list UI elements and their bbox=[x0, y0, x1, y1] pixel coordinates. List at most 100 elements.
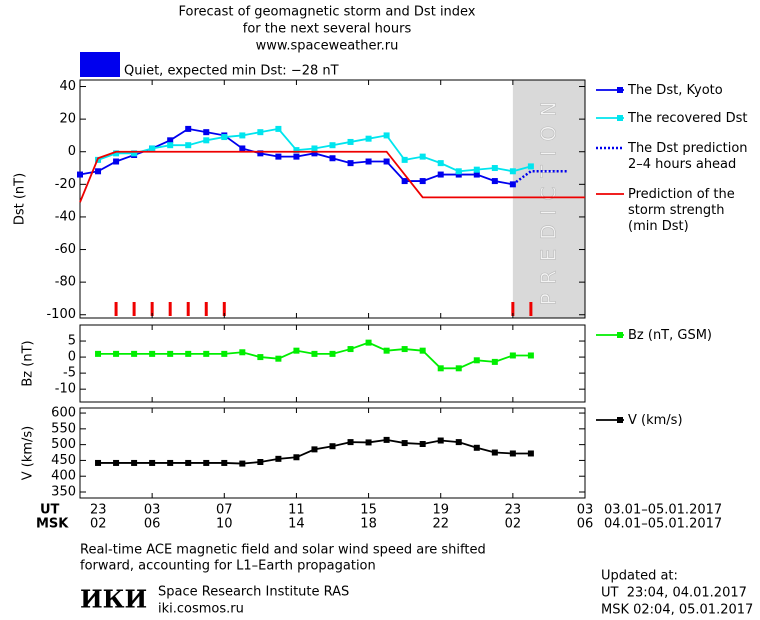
data-point bbox=[419, 153, 426, 160]
data-point bbox=[401, 156, 408, 163]
data-point bbox=[365, 439, 372, 446]
data-point bbox=[401, 346, 408, 353]
data-point bbox=[455, 439, 462, 446]
x-tick-label: 23 bbox=[90, 503, 107, 518]
data-point bbox=[203, 129, 210, 136]
x-tick-label: 07 bbox=[216, 503, 233, 518]
data-point bbox=[347, 439, 354, 446]
data-point bbox=[437, 160, 444, 167]
data-point bbox=[455, 171, 462, 178]
x-tick-label: 14 bbox=[288, 517, 305, 532]
data-point bbox=[311, 150, 318, 157]
x-tick-label: 10 bbox=[216, 517, 233, 532]
data-point bbox=[419, 441, 426, 447]
data-point bbox=[95, 459, 102, 466]
data-point bbox=[491, 165, 498, 172]
data-point bbox=[437, 437, 444, 444]
footnote: forward, accounting for L1–Earth propaga… bbox=[80, 559, 376, 574]
y-tick-label: 550 bbox=[51, 421, 76, 436]
x-range-label: 04.01–05.01.2017 bbox=[604, 517, 722, 532]
y-tick-label: -20 bbox=[55, 177, 76, 192]
x-tick-label: 11 bbox=[288, 503, 305, 518]
data-point bbox=[311, 446, 318, 453]
data-point bbox=[257, 129, 264, 136]
y-tick-label: 450 bbox=[51, 453, 76, 468]
data-point bbox=[293, 153, 300, 160]
y-tick-label: 500 bbox=[51, 437, 76, 452]
data-point bbox=[95, 168, 102, 175]
legend-label: V (km/s) bbox=[628, 413, 683, 428]
data-point bbox=[347, 346, 354, 353]
data-point bbox=[293, 347, 300, 354]
x-tick-label: 19 bbox=[432, 503, 449, 518]
data-point bbox=[329, 155, 336, 162]
data-point bbox=[221, 134, 228, 141]
data-point bbox=[113, 459, 120, 466]
x-tick-label: 15 bbox=[360, 503, 377, 518]
y-tick-label: 400 bbox=[51, 469, 76, 484]
data-point bbox=[365, 339, 372, 346]
y-tick-label: 5 bbox=[68, 334, 76, 349]
data-point bbox=[401, 178, 408, 185]
data-point bbox=[167, 142, 174, 149]
data-point bbox=[203, 459, 210, 466]
data-point bbox=[239, 460, 246, 467]
y-tick-label: -40 bbox=[55, 209, 76, 224]
y-tick-label: -100 bbox=[46, 307, 76, 322]
y-tick-label: -80 bbox=[55, 275, 76, 290]
data-point bbox=[167, 459, 174, 466]
y-tick-label: 600 bbox=[51, 406, 76, 421]
data-point bbox=[311, 145, 318, 152]
data-point bbox=[167, 137, 174, 144]
data-point bbox=[473, 166, 480, 173]
data-point bbox=[491, 178, 498, 185]
x-axis-title: UT bbox=[40, 503, 60, 518]
x-tick-label: 18 bbox=[360, 517, 377, 532]
title-line: www.spaceweather.ru bbox=[256, 39, 399, 54]
data-point bbox=[527, 163, 534, 170]
data-point bbox=[383, 158, 390, 165]
footnote: Real-time ACE magnetic field and solar w… bbox=[80, 543, 486, 558]
data-point bbox=[239, 145, 246, 152]
y-tick-label: 40 bbox=[59, 79, 76, 94]
data-point bbox=[383, 347, 390, 354]
y-axis-title: Bz (nT) bbox=[21, 340, 36, 386]
plot-frame bbox=[79, 407, 586, 499]
data-point bbox=[329, 350, 336, 357]
series-line bbox=[79, 150, 585, 203]
data-point bbox=[185, 459, 192, 466]
data-point bbox=[509, 168, 516, 175]
data-point bbox=[365, 158, 372, 165]
data-point bbox=[239, 132, 246, 139]
data-point bbox=[131, 150, 138, 157]
data-point bbox=[131, 459, 138, 466]
data-point bbox=[77, 171, 83, 178]
legend-label: The Dst, Kyoto bbox=[627, 83, 723, 98]
data-point bbox=[311, 350, 318, 357]
data-point bbox=[329, 443, 336, 450]
status-box bbox=[80, 52, 120, 77]
data-point bbox=[383, 436, 390, 443]
data-point bbox=[527, 450, 534, 457]
data-point bbox=[95, 350, 102, 357]
data-point bbox=[473, 444, 480, 451]
updated: MSK 02:04, 05.01.2017 bbox=[601, 603, 753, 618]
series-line bbox=[512, 170, 567, 186]
data-point bbox=[239, 349, 246, 356]
data-point bbox=[275, 455, 282, 462]
data-point bbox=[113, 158, 120, 165]
data-point bbox=[185, 350, 192, 357]
data-point bbox=[185, 125, 192, 132]
institute: Space Research Institute RAS bbox=[158, 585, 349, 600]
data-point bbox=[113, 350, 120, 357]
x-tick-label: 06 bbox=[144, 517, 161, 532]
y-tick-label: -60 bbox=[55, 242, 76, 257]
legend-label: Bz (nT, GSM) bbox=[628, 328, 712, 343]
data-point bbox=[293, 147, 300, 154]
data-point bbox=[113, 150, 120, 157]
x-range-label: 03.01–05.01.2017 bbox=[604, 503, 722, 518]
data-point bbox=[347, 160, 354, 167]
logo: ИКИ bbox=[80, 585, 147, 614]
data-point bbox=[473, 171, 480, 178]
data-point bbox=[203, 350, 210, 357]
